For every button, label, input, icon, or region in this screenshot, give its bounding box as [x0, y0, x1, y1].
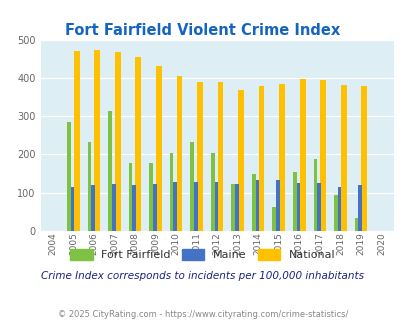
Bar: [255, 180, 259, 231]
Bar: [132, 185, 136, 231]
Bar: [169, 152, 173, 231]
Bar: [128, 163, 132, 231]
Text: Fort Fairfield Violent Crime Index: Fort Fairfield Violent Crime Index: [65, 23, 340, 38]
Bar: [196, 82, 202, 231]
Bar: [340, 85, 346, 231]
Bar: [67, 122, 70, 231]
Bar: [333, 195, 337, 231]
Bar: [238, 90, 243, 231]
Bar: [153, 184, 156, 231]
Bar: [231, 184, 234, 231]
Bar: [135, 57, 141, 231]
Bar: [360, 85, 366, 231]
Bar: [108, 111, 112, 231]
Bar: [176, 76, 182, 231]
Bar: [299, 79, 305, 231]
Bar: [316, 183, 320, 231]
Bar: [217, 82, 223, 231]
Text: Crime Index corresponds to incidents per 100,000 inhabitants: Crime Index corresponds to incidents per…: [41, 271, 364, 281]
Bar: [112, 184, 115, 231]
Bar: [115, 52, 120, 231]
Bar: [74, 51, 79, 231]
Bar: [292, 172, 296, 231]
Bar: [272, 207, 275, 231]
Bar: [91, 185, 95, 231]
Bar: [214, 182, 218, 231]
Bar: [296, 183, 300, 231]
Bar: [279, 84, 284, 231]
Text: © 2025 CityRating.com - https://www.cityrating.com/crime-statistics/: © 2025 CityRating.com - https://www.city…: [58, 310, 347, 319]
Bar: [313, 159, 316, 231]
Bar: [156, 66, 161, 231]
Bar: [210, 152, 214, 231]
Bar: [354, 218, 357, 231]
Bar: [258, 86, 264, 231]
Bar: [194, 182, 197, 231]
Legend: Fort Fairfield, Maine, National: Fort Fairfield, Maine, National: [66, 245, 339, 265]
Bar: [87, 142, 91, 231]
Bar: [149, 163, 153, 231]
Bar: [234, 183, 238, 231]
Bar: [337, 187, 341, 231]
Bar: [251, 174, 255, 231]
Bar: [70, 187, 74, 231]
Bar: [173, 182, 177, 231]
Bar: [94, 50, 100, 231]
Bar: [190, 142, 194, 231]
Bar: [357, 185, 361, 231]
Bar: [275, 181, 279, 231]
Bar: [320, 80, 325, 231]
